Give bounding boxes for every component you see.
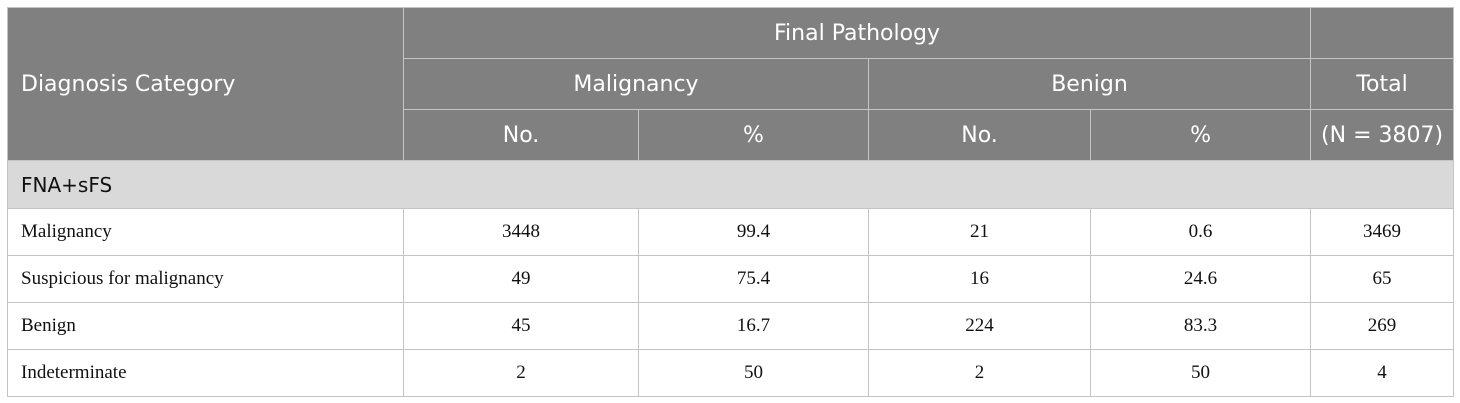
cell-benign-pct: 50 — [1089, 349, 1312, 397]
cell-malignancy-no: 45 — [403, 302, 639, 350]
header-malignancy-no: No. — [403, 109, 639, 161]
cell-malignancy-no: 3448 — [403, 208, 639, 256]
cell-malignancy-pct: 75.4 — [638, 255, 869, 303]
cell-category: Malignancy — [7, 208, 404, 256]
header-total-n: (N = 3807) — [1310, 109, 1455, 161]
table-row: Suspicious for malignancy 49 75.4 16 24.… — [7, 255, 1455, 303]
table-header: Diagnosis Category Final Pathology Malig… — [7, 7, 1455, 161]
header-malignancy-pct: % — [638, 109, 869, 161]
cell-benign-no: 224 — [868, 302, 1091, 350]
header-benign-no: No. — [868, 109, 1091, 161]
cell-benign-pct: 24.6 — [1089, 255, 1312, 303]
cell-malignancy-pct: 99.4 — [638, 208, 869, 256]
cell-total: 3469 — [1310, 208, 1455, 256]
header-row-2: Malignancy Benign Total — [8, 58, 1455, 110]
table-row: Benign 45 16.7 224 83.3 269 — [7, 302, 1455, 350]
cell-malignancy-no: 2 — [403, 349, 639, 397]
header-final-pathology: Final Pathology — [402, 7, 1312, 59]
section-row: FNA+sFS — [6, 160, 1455, 209]
header-diagnosis-category: Diagnosis Category — [7, 7, 404, 161]
table-body: FNA+sFS Malignancy 3448 99.4 21 0.6 3469… — [6, 160, 1455, 397]
table-row: Malignancy 3448 99.4 21 0.6 3469 — [7, 208, 1455, 256]
header-row-3: No. % No. % (N = 3807) — [8, 109, 1455, 161]
cell-total: 4 — [1310, 349, 1455, 397]
header-blank — [1310, 7, 1455, 59]
cell-total: 65 — [1310, 255, 1455, 303]
cell-total: 269 — [1310, 302, 1455, 350]
header-malignancy: Malignancy — [403, 58, 869, 110]
cell-benign-no: 16 — [868, 255, 1091, 303]
cell-benign-no: 21 — [868, 208, 1091, 256]
cell-category: Suspicious for malignancy — [7, 255, 404, 303]
cell-malignancy-pct: 50 — [638, 349, 869, 397]
cell-benign-pct: 83.3 — [1089, 302, 1312, 350]
header-total: Total — [1310, 58, 1455, 110]
cell-category: Benign — [7, 302, 404, 350]
header-benign: Benign — [867, 58, 1312, 110]
pathology-table: Diagnosis Category Final Pathology Malig… — [6, 7, 1455, 397]
cell-malignancy-no: 49 — [403, 255, 639, 303]
cell-malignancy-pct: 16.7 — [638, 302, 869, 350]
header-row-1: Diagnosis Category Final Pathology — [7, 7, 1455, 161]
cell-category: Indeterminate — [7, 349, 404, 397]
header-benign-pct: % — [1089, 109, 1312, 161]
cell-benign-no: 2 — [868, 349, 1091, 397]
table-row: Indeterminate 2 50 2 50 4 — [7, 349, 1455, 397]
section-label: FNA+sFS — [6, 160, 1455, 209]
cell-benign-pct: 0.6 — [1089, 208, 1312, 256]
